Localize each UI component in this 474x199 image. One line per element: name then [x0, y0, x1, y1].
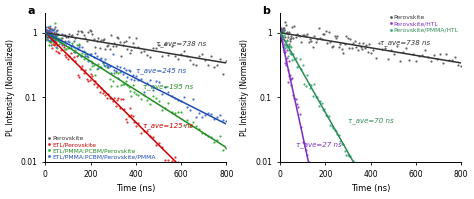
Text: τ_ave=738 ns: τ_ave=738 ns	[156, 40, 206, 47]
X-axis label: Time (ns): Time (ns)	[351, 184, 391, 193]
Y-axis label: PL Intensity (Normalized): PL Intensity (Normalized)	[6, 39, 15, 136]
Y-axis label: PL Intensity (Normalized): PL Intensity (Normalized)	[240, 39, 249, 136]
X-axis label: Time (ns): Time (ns)	[116, 184, 155, 193]
Text: τ_ave=738 ns: τ_ave=738 ns	[380, 39, 430, 46]
Text: b: b	[262, 6, 270, 16]
Legend: Perovskite, ETL/Perovskite, ETL/PMMA:PCBM/Perovskite, ETL/PMMA:PCBM/Perovskite/P: Perovskite, ETL/Perovskite, ETL/PMMA:PCB…	[47, 136, 156, 160]
Text: a: a	[27, 6, 35, 16]
Legend: Perovskite, Perovskite/HTL, Perovskite/PMMA/HTL: Perovskite, Perovskite/HTL, Perovskite/P…	[388, 15, 459, 33]
Text: τ_ave=125 ns: τ_ave=125 ns	[143, 122, 193, 129]
Text: τ_ave=245 ns: τ_ave=245 ns	[136, 67, 186, 74]
Text: τ_ave=195 ns: τ_ave=195 ns	[143, 83, 193, 90]
Text: τ_ave=27 ns: τ_ave=27 ns	[296, 142, 342, 148]
Text: τ_ave=70 ns: τ_ave=70 ns	[348, 117, 394, 124]
